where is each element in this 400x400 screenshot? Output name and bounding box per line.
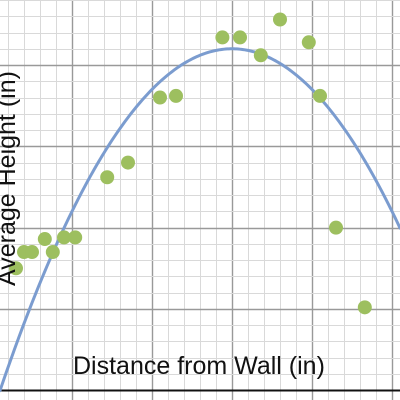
- fit-curve-layer: [0, 47, 400, 393]
- data-point: [313, 88, 327, 103]
- y-axis-title: Average Height (in): [0, 71, 21, 286]
- fit-curve: [0, 47, 400, 393]
- data-points: [9, 12, 372, 315]
- data-point: [329, 220, 343, 235]
- data-point: [253, 48, 268, 63]
- data-point: [100, 170, 115, 185]
- data-point: [121, 155, 135, 170]
- data-point: [273, 12, 287, 27]
- x-axis-title: Distance from Wall (in): [73, 352, 325, 380]
- data-point: [357, 300, 372, 315]
- data-point: [153, 90, 167, 105]
- data-point: [301, 35, 316, 50]
- data-point: [169, 88, 183, 103]
- data-point: [9, 261, 23, 276]
- data-point: [57, 230, 71, 245]
- data-point: [233, 30, 247, 45]
- data-point: [215, 30, 230, 45]
- data-point: [68, 230, 83, 245]
- data-point: [25, 245, 39, 260]
- data-point: [45, 245, 60, 260]
- data-point: [37, 232, 52, 247]
